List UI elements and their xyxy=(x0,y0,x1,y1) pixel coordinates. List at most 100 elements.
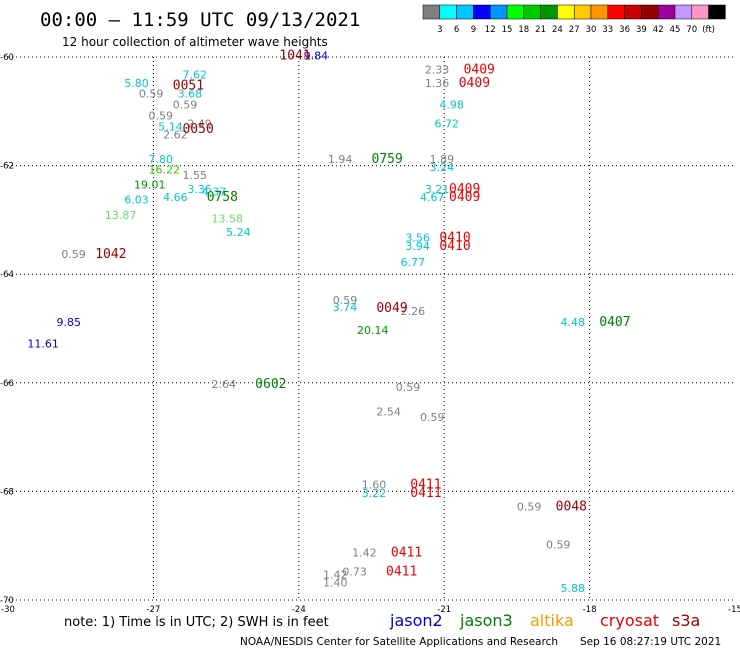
wave-height-label: 6.77 xyxy=(401,256,426,269)
satellite-legend-entry: s3a xyxy=(672,611,700,630)
satellite-legend-entry: jason2 xyxy=(389,611,443,630)
colorbar-swatch xyxy=(573,4,592,20)
x-tick-label: -15 xyxy=(728,605,740,615)
colorbar-label: 42 xyxy=(653,25,664,35)
plot-grid xyxy=(8,56,735,601)
colorbar-label: 21 xyxy=(535,25,546,35)
colorbar-label: 6 xyxy=(454,25,459,35)
pass-time-label: 0409 xyxy=(464,62,495,77)
wave-height-label: 0.59 xyxy=(333,294,358,307)
colorbar-swatch xyxy=(489,4,508,20)
wave-height-label: 7.62 xyxy=(182,69,207,82)
colorbar-label: 39 xyxy=(636,25,647,35)
wave-height-label: 3.22 xyxy=(362,487,387,500)
y-tick-label: -66 xyxy=(0,379,14,389)
y-tick-label: -64 xyxy=(0,270,14,280)
y-tick-label: -60 xyxy=(0,53,14,63)
pass-time-labels: 1041005100500758104206020759004904110411… xyxy=(95,49,630,580)
colorbar-swatch xyxy=(506,4,525,20)
wave-height-label: 0.59 xyxy=(173,99,198,112)
chart-title: 00:00 – 11:59 UTC 09/13/2021 xyxy=(40,9,360,31)
wave-height-label: 2.26 xyxy=(401,305,426,318)
colorbar-label: 70 xyxy=(686,25,697,35)
wave-height-label: 1.36 xyxy=(425,77,450,90)
colorbar-swatch xyxy=(708,4,726,20)
wave-height-label: 2.33 xyxy=(425,63,450,76)
wave-height-label: 6.72 xyxy=(435,118,460,131)
colorbar-swatch xyxy=(657,4,676,20)
colorbar-label: 15 xyxy=(502,25,513,35)
colorbar-swatch xyxy=(691,4,709,20)
wave-height-label: 9.85 xyxy=(56,316,81,329)
colorbar-label: 36 xyxy=(619,25,630,35)
x-tick-label: -21 xyxy=(437,605,451,615)
colorbar-swatch xyxy=(439,4,457,20)
wave-height-label: 0.59 xyxy=(517,500,542,513)
pass-time-label: 0410 xyxy=(439,231,470,246)
wave-height-values: 9.847.625.800.59 3.680.590.595.14 2.492.62… xyxy=(27,50,585,595)
wave-height-label: 1.89 xyxy=(430,153,455,166)
pass-time-label: 0758 xyxy=(207,190,238,205)
colorbar-label: 33 xyxy=(602,25,613,35)
generated-timestamp: Sep 16 08:27:19 UTC 2021 xyxy=(580,636,721,648)
pass-time-label: 0049 xyxy=(376,301,407,316)
wave-height-label: 13.87 xyxy=(105,209,137,222)
y-tick-label: -62 xyxy=(0,162,14,172)
pass-time-label: 0051 xyxy=(173,79,204,94)
satellite-legend-entry: altika xyxy=(530,611,574,630)
color-scale-legend: 3 6 9 12 15 18 21 24 27 30 33 36 39 42 45 70 (ft) xyxy=(422,4,726,35)
pass-time-label: 0411 xyxy=(391,546,422,561)
colorbar-label: 9 xyxy=(471,25,476,35)
wave-height-label: 3.94 xyxy=(405,240,430,253)
wave-height-label: 3.36 xyxy=(187,183,212,196)
wave-height-label: 1.42 xyxy=(352,547,377,560)
source-credit: NOAA/NESDIS Center for Satellite Applica… xyxy=(240,636,558,648)
wave-height-label: 4.48 xyxy=(561,316,586,329)
wave-height-label: 5.88 xyxy=(561,582,586,595)
colorbar-label: (ft) xyxy=(702,25,715,35)
colorbar-swatch xyxy=(607,4,625,20)
colorbar-swatch xyxy=(641,4,659,20)
chart-subtitle: 12 hour collection of altimeter wave hei… xyxy=(62,35,328,49)
wave-height-label: 9.84 xyxy=(304,50,329,63)
wave-height-label: 13.58 xyxy=(212,213,244,226)
wave-height-label: 4.98 xyxy=(439,99,464,112)
colorbar-label: 30 xyxy=(586,25,597,35)
colorbar-swatch xyxy=(557,4,575,20)
wave-height-label: 1.42 xyxy=(323,568,348,581)
wave-height-label: 3.56 xyxy=(405,232,430,245)
wave-height-label: 0.73 xyxy=(342,566,367,579)
y-tick-label: -68 xyxy=(0,487,14,497)
pass-time-label: 0411 xyxy=(410,478,441,493)
colorbar-label: 24 xyxy=(552,25,563,35)
pass-time-label: 1042 xyxy=(95,247,126,262)
colorbar-label: 45 xyxy=(670,25,681,35)
wave-height-label: 0.59 xyxy=(61,248,86,261)
wave-height-label: 0.59 xyxy=(139,88,164,101)
axis-ticks: -30 -27 -24 -21 -18 -15 -60 -62 -64 -66 -68 -70 xyxy=(0,53,740,615)
wave-height-label: 2.62 xyxy=(163,128,188,141)
wave-height-label: 0.59 xyxy=(546,538,571,551)
pass-time-label: 0407 xyxy=(599,315,630,330)
note-text: note: 1) Time is in UTC; 2) SWH is in fe… xyxy=(64,615,329,630)
wave-height-label: 1.60 xyxy=(362,479,387,492)
colorbar-swatch xyxy=(473,4,491,20)
wave-height-label: 4.67 xyxy=(420,191,445,204)
wave-height-label: 7.80 xyxy=(149,153,174,166)
pass-time-label: 0759 xyxy=(372,152,403,167)
wave-height-label: 3.68 xyxy=(178,88,203,101)
colorbar-swatch xyxy=(523,4,541,20)
pass-time-label: 0411 xyxy=(386,565,417,580)
wave-height-label: 0.59 xyxy=(396,381,421,394)
wave-height-label: 3.24 xyxy=(430,161,455,174)
wave-height-label: 1.40 xyxy=(323,576,348,589)
wave-height-label: 16.22 xyxy=(149,164,181,177)
y-tick-label: -70 xyxy=(0,596,14,606)
colorbar-swatch xyxy=(624,4,642,20)
satellite-legend-entry: jason3 xyxy=(459,611,513,630)
wave-height-label: 0.59 xyxy=(420,411,445,424)
wave-height-label: 2.49 xyxy=(187,118,212,131)
colorbar-swatch xyxy=(590,4,609,20)
colorbar-label: 12 xyxy=(485,25,496,35)
